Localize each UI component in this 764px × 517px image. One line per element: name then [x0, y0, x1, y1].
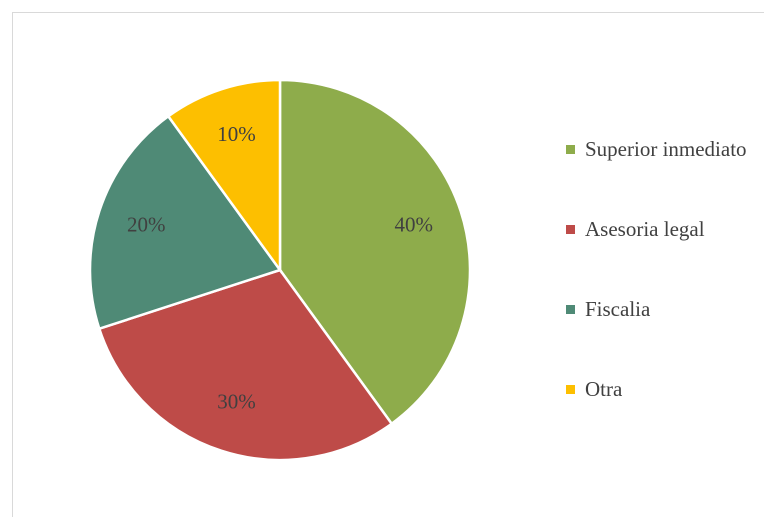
pie-slice: [88, 114, 283, 331]
legend-label: Superior inmediato: [585, 137, 747, 161]
legend-label: Fiscalia: [585, 297, 651, 321]
pie-slice: [278, 78, 472, 426]
data-label: 20%: [127, 212, 166, 236]
legend-swatch: [566, 384, 575, 394]
data-label: 30%: [217, 390, 256, 414]
pie-slice: [97, 268, 394, 462]
legend-swatch: [566, 304, 575, 314]
data-label: 40%: [394, 212, 433, 236]
pie-slice: [166, 78, 282, 274]
legend-swatch: [566, 144, 575, 154]
chart-frame: [12, 12, 764, 517]
data-label: 10%: [217, 122, 256, 146]
legend-swatch: [566, 224, 575, 234]
legend-label: Otra: [585, 377, 623, 401]
legend-label: Asesoria legal: [585, 217, 705, 241]
